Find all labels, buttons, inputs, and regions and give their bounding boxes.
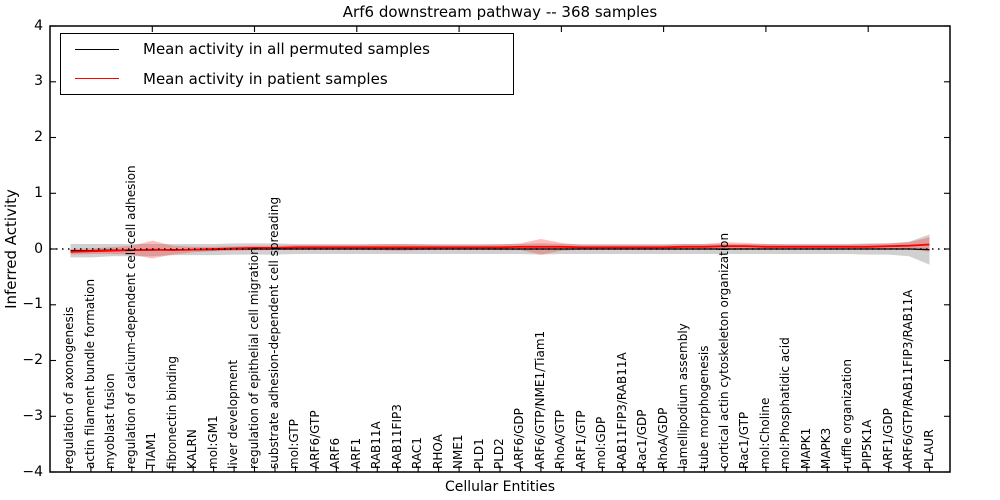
x-tick-label: ARF6 — [328, 437, 343, 469]
x-tick-label: ARF6/GDP — [512, 408, 527, 469]
x-tick-label: MAPK3 — [819, 427, 834, 469]
y-tick-label: −4 — [22, 463, 43, 480]
x-tick-label: mol:GTP — [287, 419, 302, 469]
x-tick-label: tube morphogenesis — [696, 345, 711, 469]
x-tick-label: Rac1/GDP — [635, 409, 650, 469]
x-tick-label: MAPK1 — [798, 427, 813, 469]
x-tick-label: PLD2 — [492, 438, 506, 469]
y-tick-label: −2 — [22, 352, 43, 368]
x-tick-label: mol:Choline — [757, 397, 772, 469]
x-tick-label: Rac1/GTP — [737, 411, 752, 469]
x-tick-label: PLAUR — [921, 429, 936, 469]
x-tick-label: ARF1/GDP — [880, 408, 895, 469]
x-tick-label: ARF6/GTP/NME1/Tiam1 — [532, 330, 547, 469]
legend-item-permuted: Mean activity in all permuted samples — [61, 35, 513, 63]
x-tick-label: lamellipodium assembly — [676, 323, 691, 469]
x-tick-label: RAB11A — [369, 421, 384, 469]
x-tick-label: mol:Phosphatidic acid — [778, 337, 793, 469]
x-tick-label: ARF1 — [348, 437, 363, 469]
y-tick-label: −3 — [22, 407, 43, 424]
x-axis-label: Cellular Entities — [444, 479, 556, 495]
chart-title: Arf6 downstream pathway -- 368 samples — [342, 3, 658, 21]
x-tick-label: regulation of calcium-dependent cell-cel… — [123, 165, 138, 469]
y-tick-label: 0 — [34, 240, 43, 257]
legend-line-permuted-icon — [75, 48, 119, 50]
x-tick-label: RhoA/GDP — [655, 407, 670, 469]
x-tick-label: fibronectin binding — [164, 356, 179, 469]
x-tick-label: mol:GM1 — [205, 415, 220, 469]
x-tick-label: RhoA/GTP — [553, 410, 568, 469]
legend-label-permuted: Mean activity in all permuted samples — [143, 40, 430, 59]
axes-frame — [49, 25, 951, 473]
y-tick-label: 4 — [34, 17, 43, 34]
x-tick-label: regulation of epithelial cell migration — [246, 247, 261, 469]
x-tick-label: RAC1 — [410, 437, 425, 469]
x-tick-label: KALRN — [185, 429, 200, 469]
legend-label-patient: Mean activity in patient samples — [143, 69, 388, 88]
y-tick-label: 1 — [34, 184, 43, 201]
x-tick-label: substrate adhesion-dependent cell spread… — [267, 196, 281, 469]
x-tick-label: myoblast fusion — [103, 373, 118, 469]
x-tick-label: TIAM1 — [144, 431, 159, 469]
x-tick-label: ARF6/GTP — [307, 410, 322, 469]
x-tick-label: RHOA — [430, 434, 445, 469]
x-tick-label: NME1 — [451, 434, 466, 469]
x-tick-label: PIP5K1A — [860, 419, 875, 469]
x-tick-label: liver development — [226, 359, 241, 469]
x-tick-label: PLD1 — [471, 438, 486, 469]
x-tick-label: RAB11FIP3/RAB11A — [614, 352, 629, 469]
y-tick-label: 3 — [34, 73, 43, 90]
x-tick-label: mol:GDP — [594, 416, 609, 469]
patient-mean-line — [70, 243, 930, 253]
x-tick-label: cortical actin cytoskeleton organization — [717, 232, 731, 469]
legend-item-patient: Mean activity in patient samples — [61, 65, 513, 93]
x-tick-label: RAB11FIP3 — [389, 404, 404, 469]
legend-line-patient-icon — [75, 78, 119, 80]
x-tick-label: ARF1/GTP — [573, 410, 588, 469]
x-tick-label: actin filament bundle formation — [82, 278, 97, 469]
x-tick-label: regulation of axonogenesis — [62, 306, 77, 469]
y-tick-label: −1 — [22, 296, 43, 313]
legend: Mean activity in all permuted samples Me… — [60, 33, 514, 95]
x-tick-label: ARF6/GTP/RAB11FIP3/RAB11A — [901, 289, 916, 469]
x-tick-label: ruffle organization — [839, 359, 854, 469]
y-tick-label: 2 — [34, 129, 43, 145]
